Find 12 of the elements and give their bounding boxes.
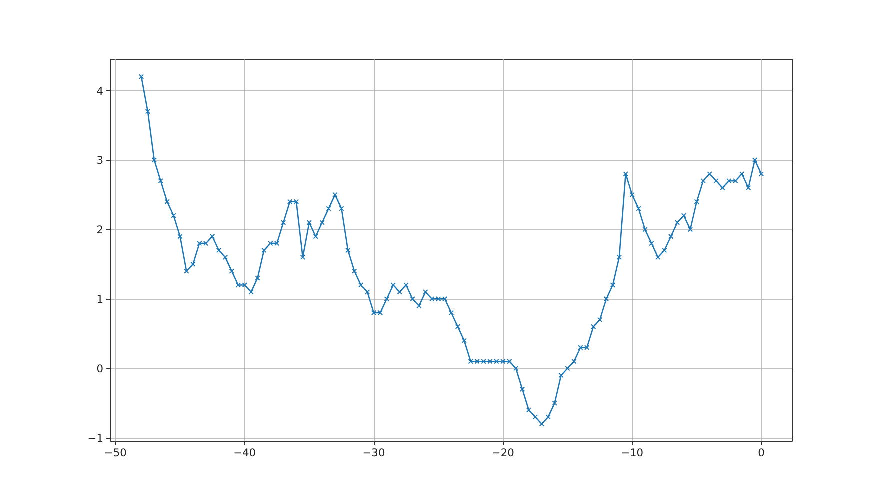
x-tick-label: −30 (362, 446, 386, 460)
y-tick-label: −1 (88, 432, 104, 446)
x-tick-label: −20 (492, 446, 515, 460)
x-tick-label: −10 (621, 446, 644, 460)
y-tick-label: 3 (96, 154, 104, 168)
y-tick-label: 0 (96, 362, 104, 376)
y-tick-label: 1 (96, 293, 104, 306)
x-tick-label: −40 (234, 446, 256, 460)
y-tick-label: 4 (96, 84, 104, 98)
y-tick-label: 2 (96, 224, 104, 237)
x-tick-label: 0 (758, 446, 766, 460)
x-tick-label: −50 (104, 446, 128, 460)
